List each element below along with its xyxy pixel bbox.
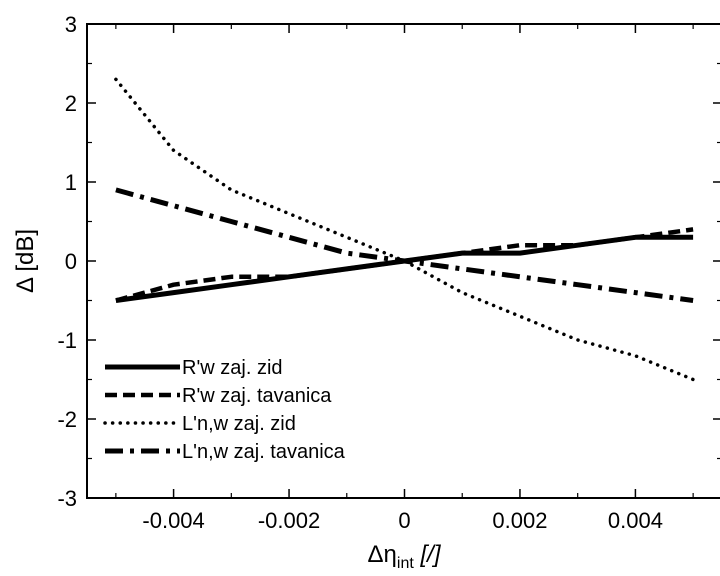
x-axis-title-subscript: int (397, 555, 414, 572)
series-line-4 (115, 187, 694, 303)
y-axis-title: Δ [dB] (12, 229, 39, 293)
y-tick-label: -2 (57, 407, 77, 432)
x-axis-title-unit: [/] (414, 541, 442, 568)
legend-label-4: L'n,w zaj. tavanica (182, 441, 346, 463)
x-axis-title-main: Δη (368, 541, 397, 568)
y-tick-label: 3 (65, 12, 77, 37)
legend-label-3: L'n,w zaj. zid (182, 413, 296, 435)
legend: R'w zaj. zid R'w zaj. tavanica L'n,w zaj. … (103, 357, 346, 463)
x-tick-label: 0 (398, 508, 410, 533)
series-line-3 (114, 77, 695, 382)
x-tick-label: 0.004 (608, 508, 663, 533)
series-line-1 (115, 234, 694, 303)
x-tick-label: 0.002 (492, 508, 547, 533)
x-tick-label: -0.002 (258, 508, 320, 533)
series-layer (114, 77, 695, 382)
y-tick-label: 1 (65, 170, 77, 195)
y-tick-label: 0 (65, 249, 77, 274)
x-axis-title: Δηint [/] (368, 541, 442, 572)
legend-label-2: R'w zaj. tavanica (182, 385, 332, 407)
y-tick-label: 2 (65, 91, 77, 116)
y-tick-label: -3 (57, 486, 77, 511)
axis-ticks: -3 -2 -1 0 1 2 3 -0.004 -0.002 0 0.002 0.004 (57, 12, 720, 533)
y-tick-label: -1 (57, 328, 77, 353)
legend-label-1: R'w zaj. zid (182, 357, 283, 379)
x-tick-label: -0.004 (142, 508, 204, 533)
